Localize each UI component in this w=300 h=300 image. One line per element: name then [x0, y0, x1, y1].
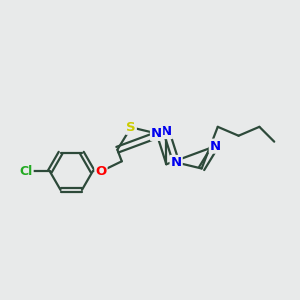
Text: O: O	[95, 165, 106, 178]
Text: N: N	[151, 127, 162, 140]
Text: N: N	[171, 156, 182, 169]
Text: N: N	[210, 140, 221, 153]
Text: S: S	[126, 121, 136, 134]
Text: Cl: Cl	[20, 165, 33, 178]
Text: N: N	[161, 125, 172, 138]
